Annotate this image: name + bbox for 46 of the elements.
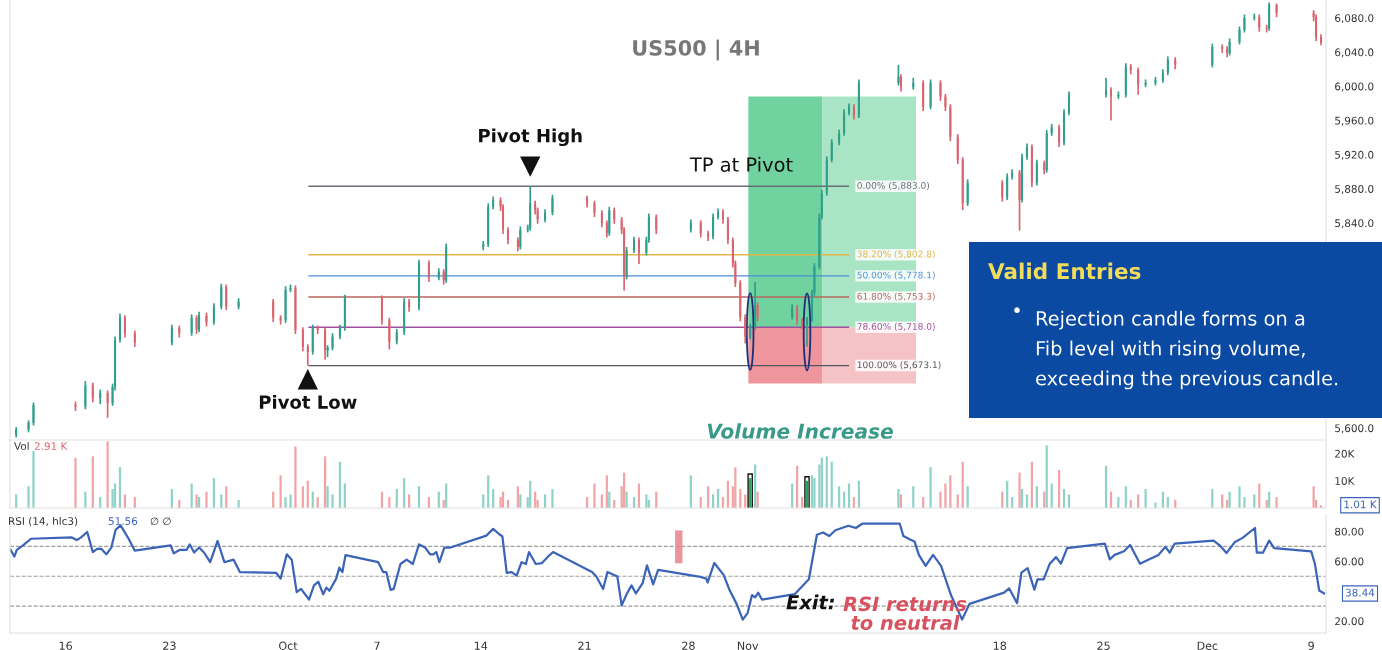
annotation: Vol xyxy=(14,441,29,451)
series-label: 61.80% (5,753.3) xyxy=(857,292,935,301)
y-tick-label: 5,840.0 xyxy=(1335,219,1374,229)
text: 1.01 K xyxy=(1344,500,1377,509)
x-tick-label: 25 xyxy=(1097,641,1110,650)
text: 38.44 xyxy=(1345,588,1375,597)
y-tick-label: 6,000.0 xyxy=(1335,82,1374,92)
series-label: 100.00% (5,673.1) xyxy=(857,361,941,370)
annotation: Pivot High xyxy=(479,128,582,147)
text: US500 | 4H xyxy=(633,39,759,61)
x-tick-label: Dec xyxy=(1197,641,1218,650)
annotation: Pivot Low xyxy=(259,394,357,409)
y-tick-label: 20K xyxy=(1335,449,1355,458)
y-tick-label: 5,920.0 xyxy=(1335,150,1374,160)
x-tick-label: 23 xyxy=(163,641,176,650)
annotation: Exit: xyxy=(786,594,835,610)
annotation: RSI (14, hlc3) xyxy=(9,516,78,527)
x-tick-label: 9 xyxy=(1308,641,1314,650)
x-tick-label: Oct xyxy=(279,641,298,650)
annotation: Rejection candle forms on a Fib level with rising volume, exceeding the previous candle. xyxy=(1036,310,1338,390)
y-tick-label: 5,600.0 xyxy=(1335,424,1374,434)
annotation: Volume Increase xyxy=(707,423,893,439)
annotation: Valid Entries xyxy=(988,262,1141,280)
annotation: ∅ ∅ xyxy=(150,517,171,525)
y-tick-label: 10K xyxy=(1335,477,1355,485)
y-tick-label: 6,040.0 xyxy=(1335,48,1374,58)
series-label: 78.60% (5,718.0) xyxy=(857,322,935,331)
annotation: 2.91 K xyxy=(34,442,68,451)
x-tick-label: Nov xyxy=(737,641,759,650)
series-label: 50.00% (5,778.1) xyxy=(857,271,935,280)
x-tick-label: 14 xyxy=(474,641,488,650)
annotation: • xyxy=(1014,307,1020,313)
x-tick-label: 21 xyxy=(578,641,591,650)
y-tick-label: 60.00 xyxy=(1335,557,1364,566)
series-label: 38.20% (5,802.8) xyxy=(857,250,935,259)
annotation: 51.56 xyxy=(108,517,138,526)
x-tick-label: 16 xyxy=(59,641,72,650)
x-tick-label: 18 xyxy=(993,641,1007,650)
series-label: 0.00% (5,883.0) xyxy=(857,181,930,190)
x-tick-label: 28 xyxy=(682,641,695,650)
x-tick-label: 7 xyxy=(374,641,380,650)
y-tick-label: 20.00 xyxy=(1335,617,1364,626)
y-tick-label: 80.00 xyxy=(1335,527,1364,536)
y-tick-label: 6,080.0 xyxy=(1335,14,1374,24)
y-tick-label: 5,960.0 xyxy=(1335,116,1374,126)
y-tick-label: 5,880.0 xyxy=(1335,185,1374,194)
